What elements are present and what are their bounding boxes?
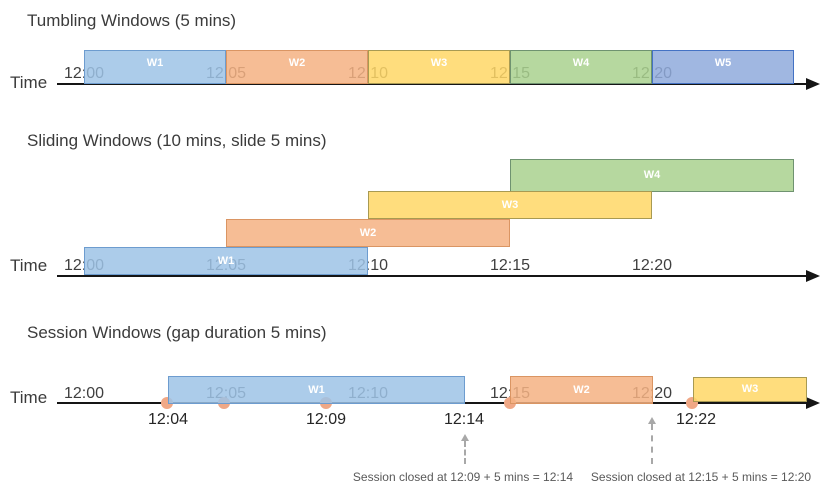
arrow-up-head (461, 434, 469, 441)
arrow-up-icon (459, 434, 471, 464)
sliding-window-w1: W1 (84, 247, 368, 275)
sliding-time-axis-label: Time (10, 256, 48, 275)
tumbling-window-w5: W5 (652, 50, 794, 84)
session-title: Session Windows (gap duration 5 mins) (27, 323, 327, 342)
arrow-up-icon (646, 417, 658, 464)
tumbling-window-w1: W1 (84, 50, 226, 84)
event-time-label-1209: 12:09 (305, 411, 347, 428)
session-window-w3: W3 (693, 377, 807, 402)
arrow-right-icon (806, 78, 820, 90)
tumbling-time-axis-label: Time (10, 73, 48, 92)
session-close-annotation-2: Session closed at 12:15 + 5 mins = 12:20 (590, 470, 812, 484)
session-window-w1: W1 (168, 376, 465, 404)
event-time-label-1204: 12:04 (147, 411, 189, 428)
window-label: W1 (146, 57, 164, 69)
window-label: W1 (308, 383, 325, 396)
sliding-tick-1215: 12:15 (489, 257, 531, 274)
arrow-right-icon (806, 397, 820, 409)
event-time-label-1222: 12:22 (675, 411, 717, 428)
sliding-tick-1220: 12:20 (631, 257, 673, 274)
sliding-title: Sliding Windows (10 mins, slide 5 mins) (27, 131, 327, 150)
session-close-annotation-1: Session closed at 12:09 + 5 mins = 12:14 (352, 470, 574, 484)
sliding-window-w3: W3 (368, 191, 652, 219)
tumbling-time-axis (57, 83, 806, 85)
window-label: W3 (501, 198, 519, 211)
sliding-time-axis (57, 275, 806, 277)
sliding-window-w2: W2 (226, 219, 510, 247)
window-label: W2 (573, 383, 590, 396)
window-label: W1 (217, 254, 235, 267)
session-tick-1200: 12:00 (63, 385, 105, 402)
window-label: W4 (643, 169, 661, 181)
arrow-up-stem (464, 441, 466, 464)
window-label: W4 (572, 57, 590, 69)
tumbling-title: Tumbling Windows (5 mins) (27, 11, 237, 30)
tumbling-window-w2: W2 (226, 50, 368, 84)
session-window-w2: W2 (510, 376, 653, 404)
window-label: W2 (359, 226, 377, 239)
tumbling-window-w3: W3 (368, 50, 510, 84)
arrow-right-icon (806, 270, 820, 282)
window-label: W2 (288, 57, 306, 69)
arrow-up-stem (651, 424, 653, 464)
window-label: W3 (430, 57, 448, 69)
window-label: W3 (741, 383, 759, 395)
window-label: W5 (714, 57, 732, 69)
event-time-label-1214: 12:14 (443, 411, 485, 428)
sliding-window-w4: W4 (510, 159, 794, 192)
arrow-up-head (648, 417, 656, 424)
tumbling-window-w4: W4 (510, 50, 652, 84)
session-time-axis-label: Time (10, 388, 48, 407)
